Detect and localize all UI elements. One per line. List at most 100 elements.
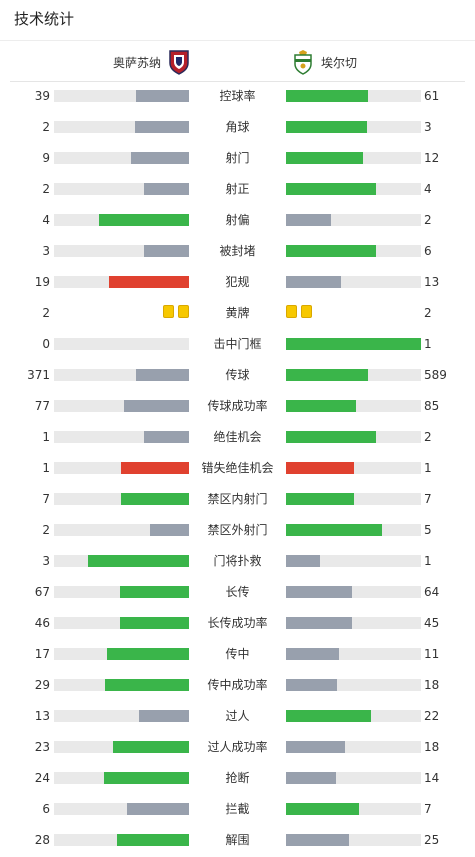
stat-label: 过人成功率 bbox=[207, 740, 268, 754]
away-bar-fill bbox=[286, 245, 376, 257]
stat-label: 犯规 bbox=[225, 275, 250, 289]
away-bar bbox=[286, 462, 421, 474]
away-bar-fill bbox=[286, 369, 368, 381]
stat-row: 6 拦截 7 bbox=[0, 799, 475, 819]
home-bar-fill bbox=[144, 183, 189, 195]
stat-row: 28 解围 25 bbox=[0, 830, 475, 850]
away-bar-fill bbox=[286, 462, 354, 474]
home-value: 3 bbox=[42, 244, 50, 258]
away-value: 4 bbox=[424, 182, 432, 196]
away-bar-fill bbox=[286, 493, 354, 505]
away-value: 5 bbox=[424, 523, 432, 537]
stat-row: 1 绝佳机会 2 bbox=[0, 427, 475, 447]
home-bar-fill bbox=[136, 369, 189, 381]
away-value: 22 bbox=[424, 709, 440, 723]
home-value: 24 bbox=[34, 771, 50, 785]
home-bar-fill bbox=[135, 121, 189, 133]
stat-label: 门将扑救 bbox=[213, 554, 262, 568]
away-bar bbox=[286, 710, 421, 722]
home-bar-fill bbox=[109, 276, 189, 288]
home-value: 2 bbox=[42, 523, 50, 537]
stat-row: 2 角球 3 bbox=[0, 117, 475, 137]
away-value: 12 bbox=[424, 151, 440, 165]
stat-row: 371 传球 589 bbox=[0, 365, 475, 385]
away-team[interactable]: 埃尔切 bbox=[292, 47, 357, 77]
home-bar-fill bbox=[150, 524, 189, 536]
away-value: 2 bbox=[424, 430, 432, 444]
home-value: 1 bbox=[42, 430, 50, 444]
away-value: 2 bbox=[424, 306, 432, 320]
away-value: 1 bbox=[424, 461, 432, 475]
away-bar bbox=[286, 152, 421, 164]
home-bar-fill bbox=[121, 462, 189, 474]
away-yellow-cards bbox=[286, 305, 312, 318]
stat-row: 46 长传成功率 45 bbox=[0, 613, 475, 633]
home-bar-fill bbox=[127, 803, 189, 815]
yellow-card-icon bbox=[163, 305, 174, 318]
home-bar-fill bbox=[144, 245, 189, 257]
away-value: 18 bbox=[424, 678, 440, 692]
away-bar-fill bbox=[286, 214, 331, 226]
home-value: 2 bbox=[42, 306, 50, 320]
stat-label: 传球 bbox=[225, 368, 250, 382]
stat-label: 被封堵 bbox=[219, 244, 256, 258]
stat-row: 2 黄牌 2 bbox=[0, 303, 475, 323]
away-bar bbox=[286, 214, 421, 226]
yellow-card-icon bbox=[286, 305, 297, 318]
stat-row: 0 击中门框 1 bbox=[0, 334, 475, 354]
home-bar-fill bbox=[99, 214, 189, 226]
stat-label: 角球 bbox=[225, 120, 250, 134]
teams-divider bbox=[10, 81, 465, 82]
home-value: 29 bbox=[34, 678, 50, 692]
home-value: 17 bbox=[34, 647, 50, 661]
away-bar bbox=[286, 431, 421, 443]
stat-row: 77 传球成功率 85 bbox=[0, 396, 475, 416]
stat-label: 射门 bbox=[225, 151, 250, 165]
stat-row: 3 门将扑救 1 bbox=[0, 551, 475, 571]
away-value: 589 bbox=[424, 368, 447, 382]
stat-label: 绝佳机会 bbox=[213, 430, 262, 444]
home-bar bbox=[54, 431, 189, 443]
stat-row: 2 禁区外射门 5 bbox=[0, 520, 475, 540]
stat-row: 24 抢断 14 bbox=[0, 768, 475, 788]
home-bar-fill bbox=[121, 493, 189, 505]
away-bar-fill bbox=[286, 679, 337, 691]
stat-label: 击中门框 bbox=[213, 337, 262, 351]
home-value: 46 bbox=[34, 616, 50, 630]
home-bar-fill bbox=[105, 679, 189, 691]
away-value: 6 bbox=[424, 244, 432, 258]
title-divider bbox=[0, 40, 475, 41]
osasuna-crest-icon bbox=[168, 49, 190, 75]
stat-label: 长传成功率 bbox=[207, 616, 268, 630]
home-value: 13 bbox=[34, 709, 50, 723]
home-value: 1 bbox=[42, 461, 50, 475]
home-bar bbox=[54, 803, 189, 815]
stat-label: 黄牌 bbox=[225, 306, 250, 320]
stat-row: 2 射正 4 bbox=[0, 179, 475, 199]
home-bar-fill bbox=[117, 834, 189, 846]
home-bar bbox=[54, 245, 189, 257]
away-bar-fill bbox=[286, 772, 336, 784]
home-value: 39 bbox=[34, 89, 50, 103]
away-bar-fill bbox=[286, 741, 345, 753]
home-value: 28 bbox=[34, 833, 50, 847]
away-bar bbox=[286, 369, 421, 381]
home-bar bbox=[54, 338, 189, 350]
home-value: 9 bbox=[42, 151, 50, 165]
home-value: 7 bbox=[42, 492, 50, 506]
stat-row: 23 过人成功率 18 bbox=[0, 737, 475, 757]
away-value: 18 bbox=[424, 740, 440, 754]
away-bar bbox=[286, 555, 421, 567]
stat-row: 4 射偏 2 bbox=[0, 210, 475, 230]
away-bar-fill bbox=[286, 834, 349, 846]
home-team[interactable]: 奥萨苏纳 bbox=[113, 47, 190, 77]
away-bar-fill bbox=[286, 803, 359, 815]
away-bar bbox=[286, 245, 421, 257]
home-bar-fill bbox=[124, 400, 189, 412]
stat-row: 39 控球率 61 bbox=[0, 86, 475, 106]
away-value: 13 bbox=[424, 275, 440, 289]
away-bar-fill bbox=[286, 555, 320, 567]
away-bar-fill bbox=[286, 152, 363, 164]
away-bar-fill bbox=[286, 90, 368, 102]
home-bar bbox=[54, 369, 189, 381]
